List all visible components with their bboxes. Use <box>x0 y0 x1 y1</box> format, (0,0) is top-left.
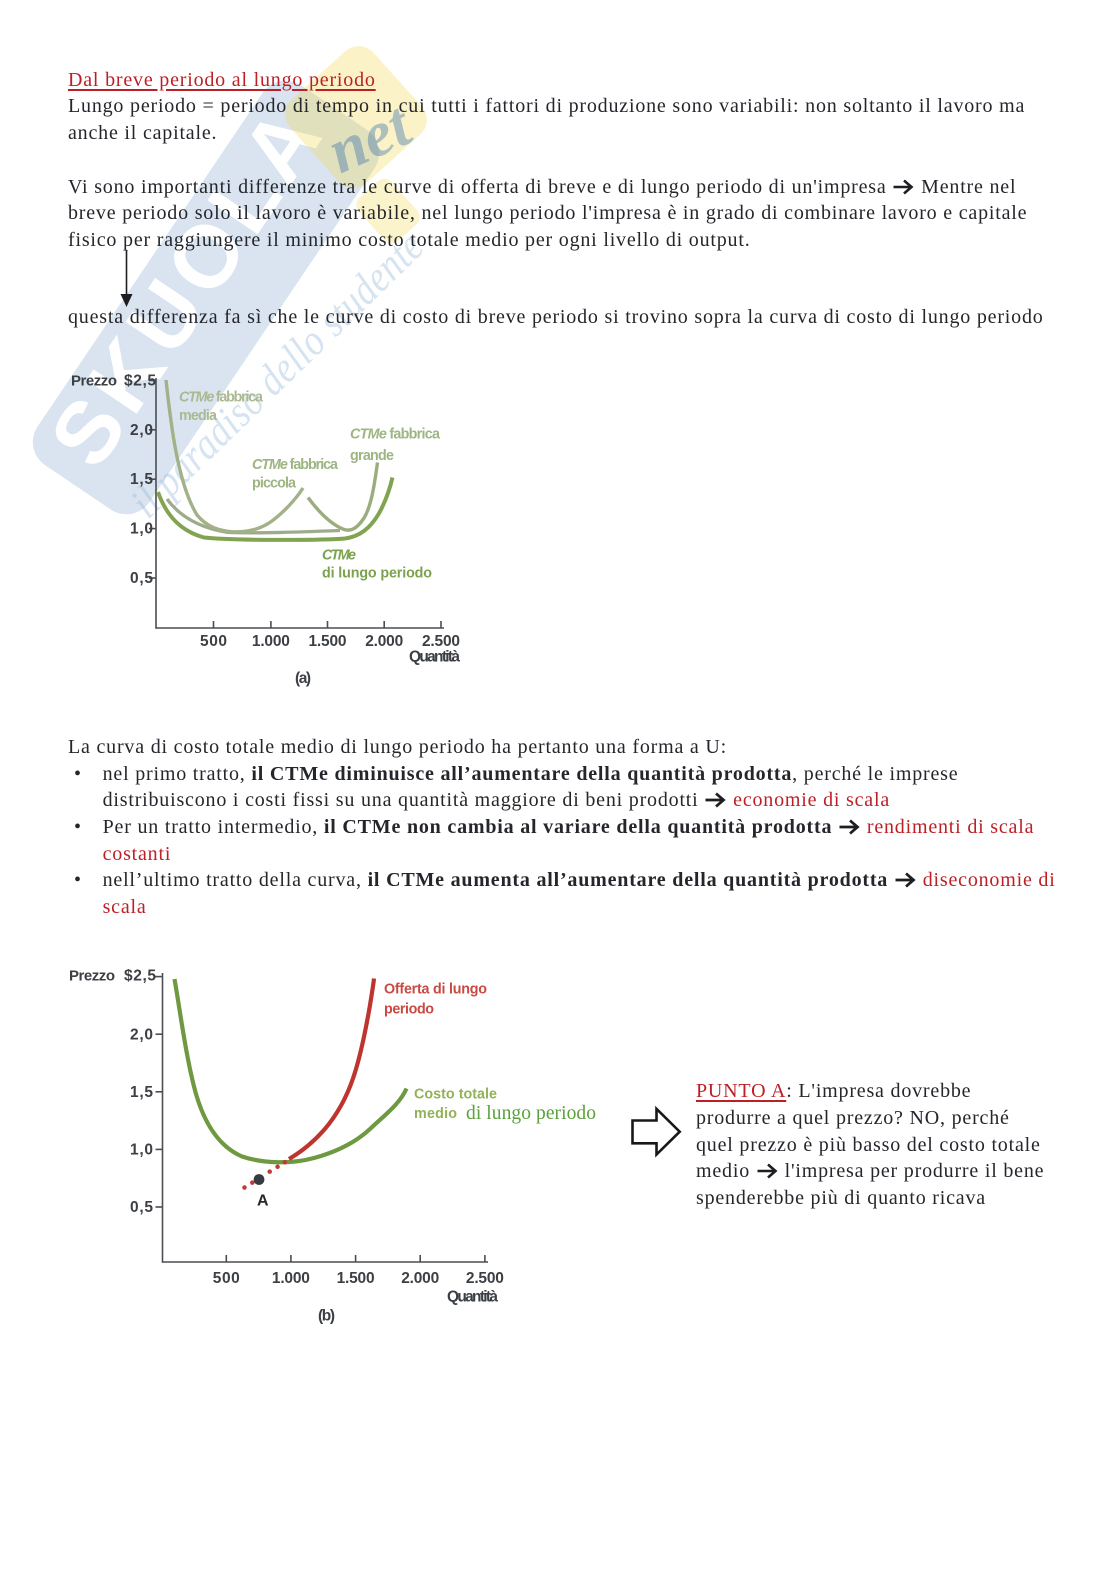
svg-text:0,5: 0,5 <box>130 570 153 587</box>
svg-text:500: 500 <box>200 633 227 650</box>
svg-text:1,0: 1,0 <box>130 1142 153 1159</box>
svg-text:periodo: periodo <box>384 1002 434 1018</box>
svg-text:2.000: 2.000 <box>401 1270 439 1287</box>
svg-text:Prezzo: Prezzo <box>71 373 117 390</box>
svg-text:2.500: 2.500 <box>422 633 460 650</box>
svg-text:$2,5: $2,5 <box>124 968 156 985</box>
svg-text:Offerta di lungo: Offerta di lungo <box>384 982 487 998</box>
svg-text:di lungo periodo: di lungo periodo <box>466 1103 596 1124</box>
svg-text:2,0: 2,0 <box>130 1026 153 1043</box>
svg-text:1.500: 1.500 <box>337 1270 375 1287</box>
svg-text:piccola: piccola <box>252 476 297 492</box>
svg-text:2.000: 2.000 <box>365 633 403 650</box>
svg-text:1.000: 1.000 <box>272 1270 310 1287</box>
svg-text:2,0: 2,0 <box>130 422 153 439</box>
svg-text:500: 500 <box>213 1270 240 1287</box>
svg-text:CTMe fabbrica: CTMe fabbrica <box>350 427 441 443</box>
svg-text:(b): (b) <box>318 1308 335 1325</box>
svg-text:Quantità: Quantità <box>409 649 460 666</box>
svg-text:Quantità: Quantità <box>447 1289 498 1306</box>
svg-text:Prezzo: Prezzo <box>69 968 115 985</box>
svg-text:Costo totale: Costo totale <box>414 1087 497 1103</box>
svg-text:grande: grande <box>350 448 394 464</box>
svg-text:1.000: 1.000 <box>252 633 290 650</box>
svg-text:$2,5: $2,5 <box>124 373 156 390</box>
svg-text:1,0: 1,0 <box>130 521 153 538</box>
svg-text:CTMe fabbrica: CTMe fabbrica <box>252 457 339 473</box>
svg-text:1.500: 1.500 <box>309 633 347 650</box>
svg-text:0,5: 0,5 <box>130 1199 153 1216</box>
svg-text:CTMe fabbrica: CTMe fabbrica <box>179 390 264 406</box>
svg-text:media: media <box>179 408 218 424</box>
svg-text:1,5: 1,5 <box>130 471 153 488</box>
svg-text:2.500: 2.500 <box>466 1270 504 1287</box>
svg-text:di lungo periodo: di lungo periodo <box>322 566 432 582</box>
svg-text:CTMe: CTMe <box>322 548 356 564</box>
svg-text:A: A <box>257 1193 269 1210</box>
svg-text:(a): (a) <box>295 670 311 687</box>
svg-text:medio: medio <box>414 1106 457 1122</box>
svg-text:1,5: 1,5 <box>130 1084 153 1101</box>
